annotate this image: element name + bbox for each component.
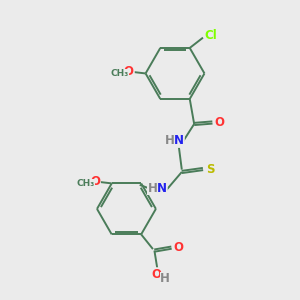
- Text: Cl: Cl: [205, 29, 217, 42]
- Text: CH₃: CH₃: [111, 69, 129, 78]
- Text: H: H: [147, 182, 157, 195]
- Text: N: N: [157, 182, 167, 195]
- Text: H: H: [160, 272, 170, 285]
- Text: O: O: [173, 241, 183, 254]
- Text: O: O: [90, 176, 100, 188]
- Text: CH₃: CH₃: [77, 179, 95, 188]
- Text: O: O: [152, 268, 162, 281]
- Text: H: H: [164, 134, 174, 147]
- Text: S: S: [206, 163, 214, 176]
- Text: O: O: [124, 65, 134, 79]
- Text: N: N: [174, 134, 184, 147]
- Text: O: O: [214, 116, 224, 129]
